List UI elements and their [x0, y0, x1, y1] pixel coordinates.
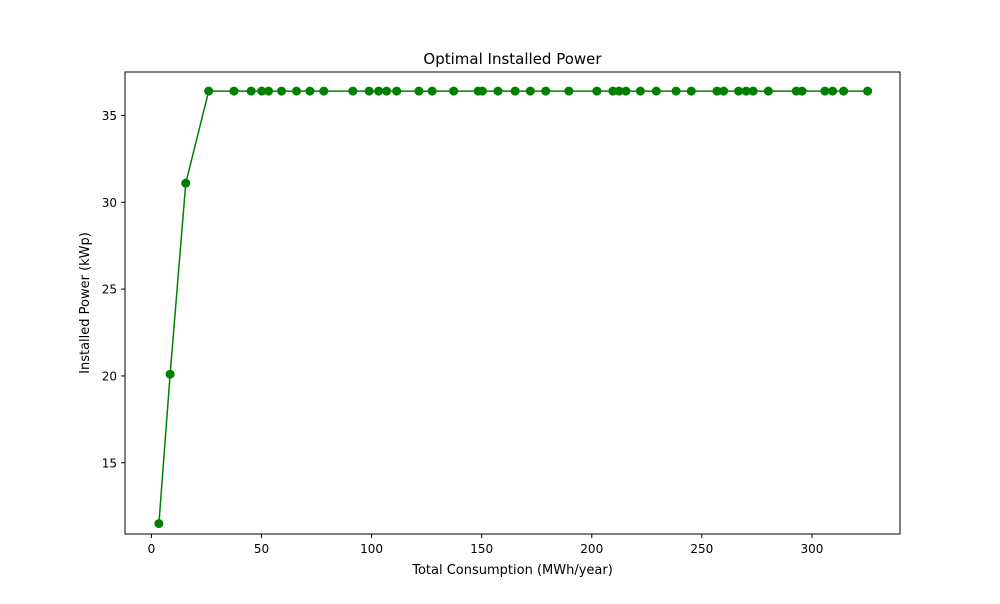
data-point: [493, 86, 503, 96]
x-axis-ticks: 0 50 100 150 200 250 300: [148, 534, 823, 556]
data-point: [374, 86, 384, 96]
data-point: [592, 86, 602, 96]
data-point: [427, 86, 437, 96]
y-axis-ticks: 15 20 25 30 35: [102, 109, 125, 470]
data-point: [719, 86, 729, 96]
x-axis-label: Total Consumption (MWh/year): [411, 563, 613, 578]
x-tick-label: 200: [580, 542, 603, 556]
data-point: [525, 86, 535, 96]
y-tick-label: 20: [102, 369, 117, 383]
data-point: [364, 86, 374, 96]
data-point: [449, 86, 459, 96]
y-tick-label: 25: [102, 283, 117, 297]
data-point: [165, 369, 175, 379]
data-point: [651, 86, 661, 96]
data-point: [621, 86, 631, 96]
data-point: [741, 86, 751, 96]
data-point: [797, 86, 807, 96]
data-point: [564, 86, 574, 96]
y-tick-label: 15: [102, 456, 117, 470]
data-point: [734, 86, 744, 96]
data-point: [635, 86, 645, 96]
plot-frame: [124, 71, 901, 535]
data-point: [477, 86, 487, 96]
x-tick-label: 300: [800, 542, 823, 556]
y-tick-label: 30: [102, 196, 117, 210]
x-tick-label: 250: [690, 542, 713, 556]
data-point: [264, 86, 274, 96]
y-tick-label: 35: [102, 109, 117, 123]
data-point: [319, 86, 329, 96]
y-axis-label: Installed Power (kWp): [78, 232, 93, 374]
data-point: [614, 86, 624, 96]
data-point: [382, 86, 392, 96]
data-point: [292, 86, 302, 96]
data-point: [229, 86, 239, 96]
data-point: [181, 178, 191, 188]
data-point: [541, 86, 551, 96]
data-point: [414, 86, 424, 96]
x-tick-label: 150: [470, 542, 493, 556]
data-point: [246, 86, 256, 96]
data-point: [671, 86, 681, 96]
data-point: [348, 86, 358, 96]
data-point: [820, 86, 830, 96]
data-point: [748, 86, 758, 96]
data-point: [257, 86, 267, 96]
data-point: [763, 86, 773, 96]
data-point: [277, 86, 287, 96]
x-tick-label: 0: [148, 542, 156, 556]
data-point: [828, 86, 838, 96]
x-tick-label: 100: [360, 542, 383, 556]
data-point: [686, 86, 696, 96]
data-point: [608, 86, 618, 96]
data-point: [839, 86, 849, 96]
data-point: [154, 519, 164, 529]
series-layer: [154, 86, 873, 529]
data-point: [204, 86, 214, 96]
data-point: [392, 86, 402, 96]
chart-title: Optimal Installed Power: [423, 50, 602, 68]
data-point: [712, 86, 722, 96]
x-tick-label: 50: [254, 542, 269, 556]
data-point: [863, 86, 873, 96]
data-point: [305, 86, 315, 96]
data-point: [510, 86, 520, 96]
